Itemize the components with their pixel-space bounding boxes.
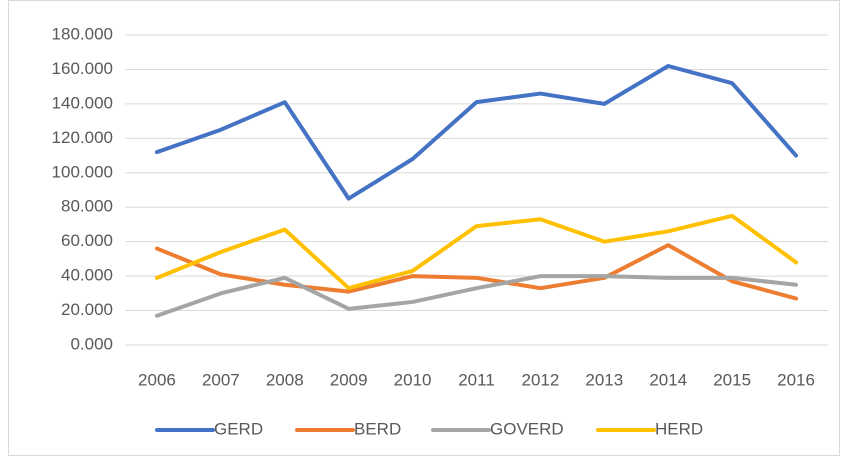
x-tick-label: 2013 (585, 370, 623, 389)
y-tick-label: 0.000 (70, 334, 113, 353)
y-tick-label: 160.000 (52, 59, 113, 78)
x-tick-label: 2014 (649, 370, 687, 389)
legend-label: GOVERD (490, 419, 564, 438)
legend-label: BERD (354, 419, 401, 438)
legend-label: HERD (655, 419, 703, 438)
y-tick-label: 140.000 (52, 93, 113, 112)
series-line (154, 213, 799, 291)
x-tick-label: 2007 (202, 370, 240, 389)
y-tick-label: 120.000 (52, 128, 113, 147)
x-tick-label: 2012 (521, 370, 559, 389)
y-tick-label: 80.000 (61, 197, 113, 216)
series-line (154, 274, 799, 318)
x-tick-label: 2008 (266, 370, 304, 389)
y-tick-label: 20.000 (61, 300, 113, 319)
series-line (154, 64, 799, 201)
x-tick-label: 2006 (138, 370, 176, 389)
x-tick-label: 2011 (458, 370, 495, 389)
x-tick-label: 2009 (330, 370, 368, 389)
y-tick-label: 180.000 (52, 24, 113, 43)
y-tick-label: 60.000 (61, 231, 113, 250)
x-tick-label: 2010 (394, 370, 432, 389)
y-tick-label: 40.000 (61, 266, 113, 285)
legend-label: GERD (214, 419, 263, 438)
x-tick-label: 2015 (713, 370, 751, 389)
y-tick-label: 100.000 (52, 162, 113, 181)
x-tick-label: 2016 (777, 370, 815, 389)
